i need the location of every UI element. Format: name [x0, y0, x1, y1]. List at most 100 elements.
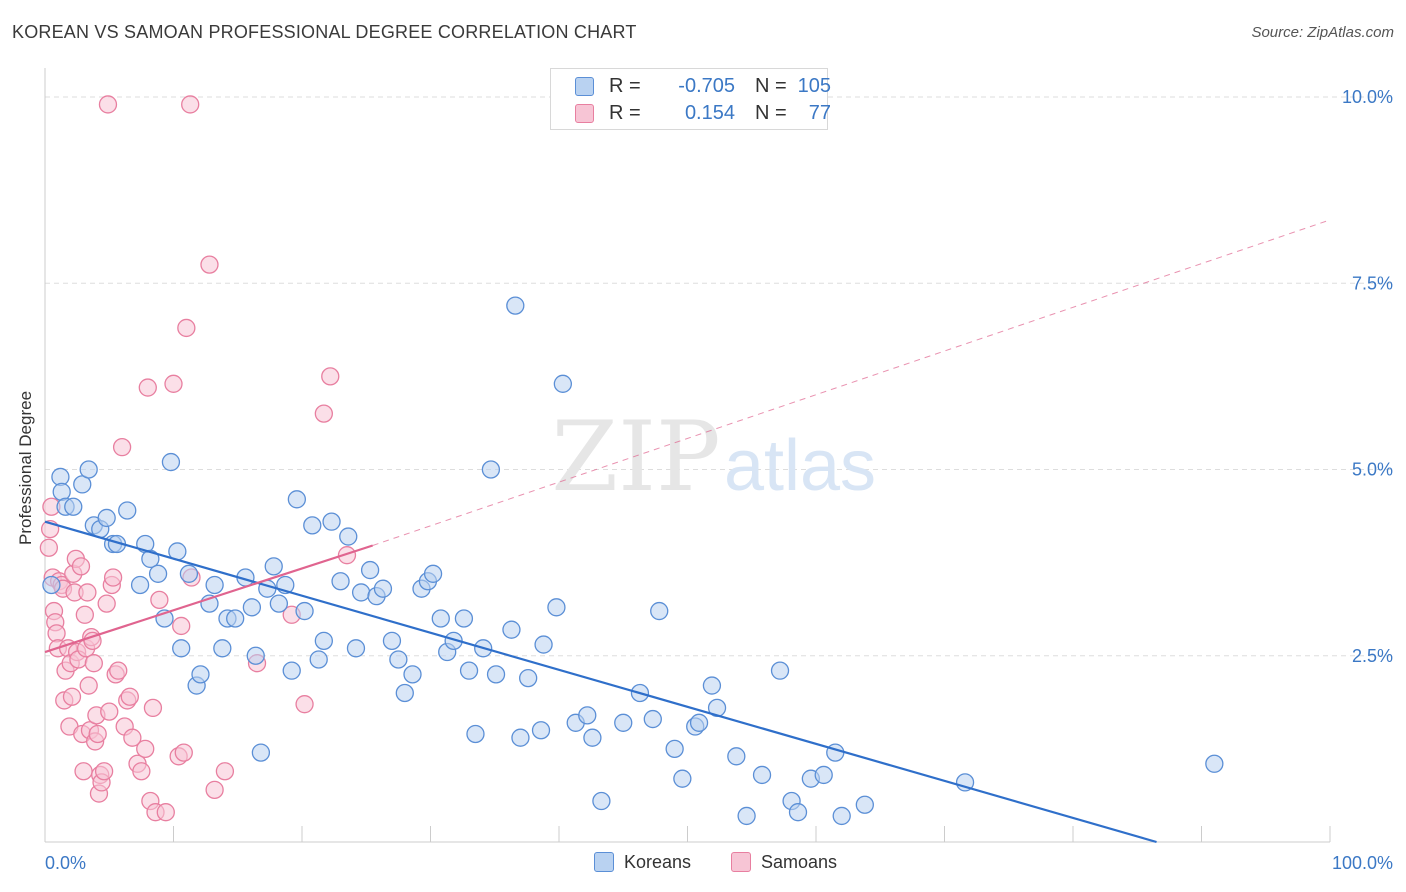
- korean-point: [314, 631, 333, 650]
- korean-point: [486, 665, 506, 684]
- samoan-point: [181, 95, 200, 114]
- korean-point: [481, 460, 501, 479]
- korean-point: [502, 620, 521, 639]
- y-tick-label: 5.0%: [1352, 460, 1393, 480]
- korean-point: [832, 806, 851, 826]
- samoan-point: [84, 654, 103, 673]
- korean-point: [130, 575, 150, 595]
- korean-point: [205, 575, 224, 595]
- korean-point: [309, 650, 328, 669]
- legend-n-label: N =: [755, 75, 787, 97]
- korean-point: [770, 661, 790, 680]
- korean-point: [64, 497, 83, 516]
- samoan-point: [62, 687, 82, 706]
- samoan-point: [164, 374, 183, 393]
- axes: [44, 68, 1331, 843]
- korean-point: [264, 557, 283, 576]
- samoan-point: [109, 661, 128, 680]
- samoan-point: [74, 762, 93, 781]
- korean-point: [118, 501, 137, 520]
- korean-point: [351, 583, 371, 602]
- korean-point: [213, 639, 232, 658]
- samoan-point: [97, 594, 116, 613]
- samoan-point: [138, 378, 157, 397]
- samoan-point: [215, 762, 235, 781]
- korean-point: [389, 650, 408, 669]
- koreans-swatch: [594, 852, 614, 872]
- korean-point: [179, 564, 199, 583]
- korean-point: [643, 709, 662, 729]
- korean-point: [373, 579, 393, 598]
- samoan-point: [79, 676, 98, 695]
- korean-point: [161, 452, 181, 472]
- korean-point: [752, 765, 772, 785]
- samoan-point: [314, 404, 333, 423]
- korean-point: [287, 490, 307, 509]
- korean-point: [191, 665, 210, 684]
- koreans-trendline: [44, 520, 1157, 844]
- korean-point: [331, 572, 350, 591]
- korean-point: [246, 646, 265, 665]
- samoan-point: [156, 803, 175, 822]
- korean-point: [578, 706, 597, 725]
- korean-point: [737, 806, 756, 826]
- korean-point: [454, 609, 474, 628]
- korean-point: [141, 549, 160, 569]
- samoan-point: [295, 695, 314, 714]
- legend-r-value: 0.154: [684, 102, 735, 124]
- korean-point: [531, 721, 551, 740]
- korean-point: [97, 508, 116, 528]
- samoan-point: [103, 568, 123, 587]
- korean-point: [519, 668, 538, 688]
- korean-point: [282, 661, 301, 680]
- samoans-swatch: [731, 852, 751, 872]
- korean-point: [360, 560, 380, 580]
- korean-point: [511, 728, 530, 747]
- samoan-point: [143, 698, 163, 718]
- watermark-atlas: atlas: [724, 426, 876, 506]
- korean-point: [403, 665, 422, 684]
- samoans-trendline-extension: [372, 219, 1331, 546]
- samoan-point: [172, 616, 191, 636]
- chart-title: KOREAN VS SAMOAN PROFESSIONAL DEGREE COR…: [12, 22, 637, 42]
- korean-point: [553, 374, 573, 393]
- samoan-point: [98, 95, 118, 114]
- korean-point: [689, 713, 709, 732]
- legend-r-value: -0.705: [678, 75, 735, 97]
- bottom-legend-samoans: Samoans: [731, 852, 837, 873]
- korean-point: [673, 769, 692, 788]
- watermark: ZIP atlas: [551, 401, 876, 513]
- samoan-point: [88, 724, 107, 744]
- korean-point: [172, 639, 191, 658]
- korean-point: [79, 460, 98, 479]
- samoan-point: [337, 546, 357, 565]
- korean-point: [339, 527, 358, 546]
- korean-point: [1205, 754, 1224, 773]
- korean-point: [423, 564, 443, 583]
- samoan-point: [123, 728, 142, 747]
- korean-point: [346, 639, 366, 658]
- korean-point: [727, 747, 746, 766]
- samoan-point: [205, 780, 224, 799]
- korean-point: [665, 739, 684, 759]
- koreans-label: Koreans: [624, 852, 692, 872]
- samoan-point: [78, 583, 97, 602]
- korean-point: [583, 728, 602, 747]
- legend-r-label: R =: [609, 102, 641, 124]
- korean-point: [303, 516, 322, 535]
- korean-point: [855, 795, 874, 814]
- korean-point: [242, 598, 262, 617]
- korean-point: [788, 803, 808, 822]
- samoan-point: [120, 687, 139, 706]
- correlation-legend: R = -0.705 N = 105 R = 0.154 N = 77: [550, 68, 831, 130]
- y-tick-label: 10.0%: [1342, 87, 1393, 107]
- legend-swatch-samoans: [575, 104, 594, 123]
- samoan-point: [83, 631, 102, 650]
- x-tick-label: 100.0%: [1332, 853, 1393, 873]
- korean-point: [466, 724, 485, 744]
- samoan-point: [200, 255, 219, 274]
- samoan-point: [100, 702, 119, 721]
- korean-point: [382, 631, 402, 650]
- korean-point: [614, 713, 633, 732]
- korean-point: [395, 683, 414, 703]
